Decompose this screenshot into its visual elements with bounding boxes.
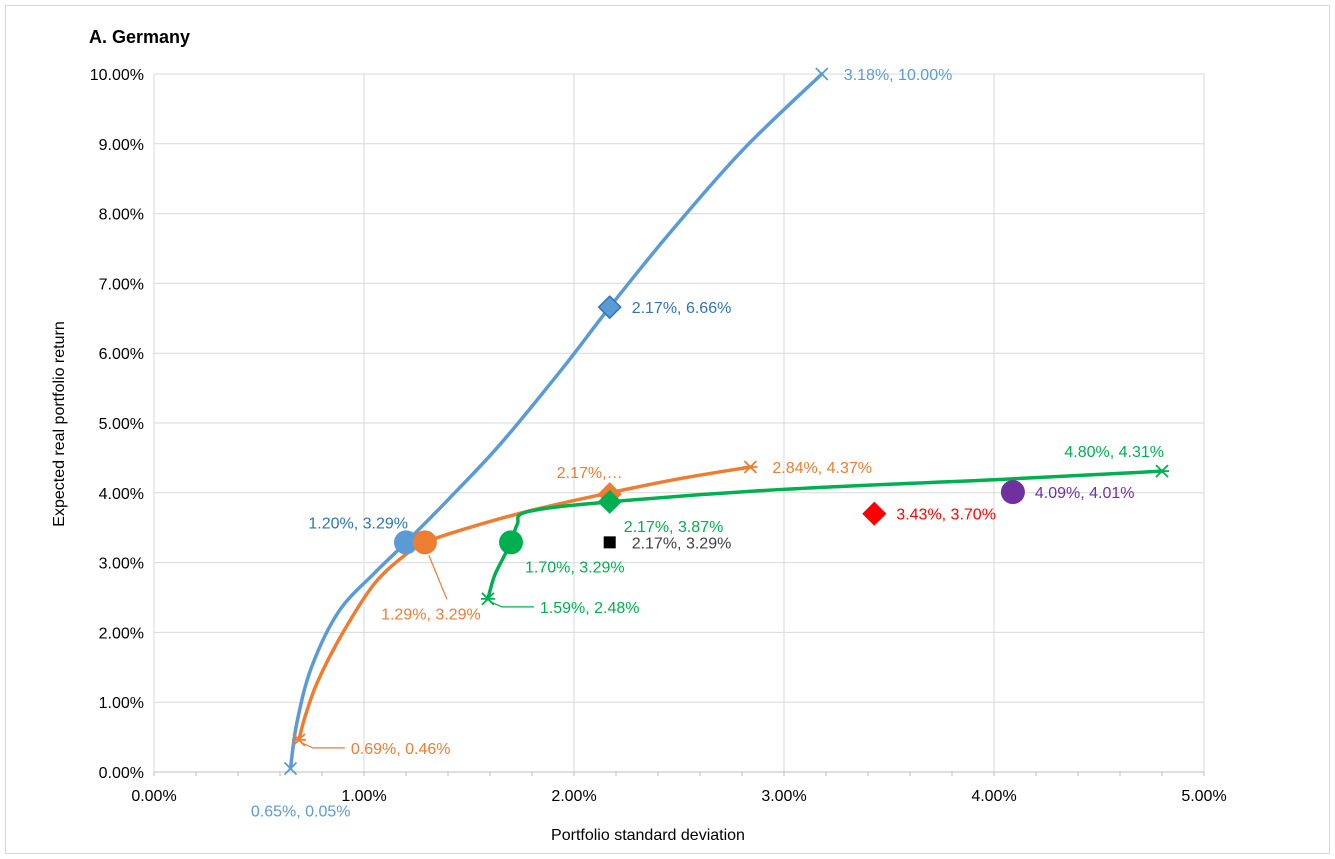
diamond-marker [862,501,887,526]
chart-frame: 0.00% 1.00% 2.00% 3.00% 4.00% 5.00% 0.00% 1.00%… [5,5,1330,854]
chart-title: A. Germany [89,27,190,47]
x-tick-label: 2.00% [551,788,596,805]
data-label: 3.43%, 3.70% [896,507,996,524]
data-label: 1.29%, 3.29% [381,606,481,623]
series-line-3 [486,469,1164,601]
circle-marker [499,530,523,555]
y-tick-label: 3.00% [99,556,144,573]
x-axis-title: Portfolio standard deviation [551,827,745,844]
y-tick-label: 10.00% [90,67,144,84]
label-layer: 3.18%, 10.00% 2.17%, 6.66% 1.20%, 3.29% 0.6… [251,67,1164,821]
data-label: 2.17%, 3.87% [624,519,724,536]
y-tick-label: 0.00% [99,765,144,782]
y-tick-label: 4.00% [99,486,144,503]
data-label: 2.17%, 6.66% [632,300,732,317]
data-label: 0.65%, 0.05% [251,804,351,821]
data-label: 2.17%, 3.29% [632,535,732,552]
x-marker [283,761,298,776]
label-leader-line [490,601,534,608]
circle-marker [394,530,418,555]
y-tick-label: 2.00% [99,625,144,642]
y-tick-label: 6.00% [99,346,144,363]
y-tick-label: 7.00% [99,276,144,293]
marker-layer [283,67,1169,776]
x-tick-label: 4.00% [971,788,1016,805]
circle-marker [1000,480,1025,505]
x-tick-label: 3.00% [761,788,806,805]
x-tick-label: 5.00% [1181,788,1226,805]
y-tick-label: 5.00% [99,416,144,433]
x-tick-label: 0.00% [131,788,176,805]
data-label: 4.09%, 4.01% [1035,485,1135,502]
y-tick-label: 8.00% [99,207,144,224]
y-tick-label: 1.00% [99,695,144,712]
label-leader-line [301,742,345,749]
y-tick-label: 9.00% [99,137,144,154]
x-marker [815,67,829,81]
series-layer [288,72,1164,771]
grid-layer [153,73,1205,773]
data-label: 4.80%, 4.31% [1064,444,1164,461]
star-marker [743,460,758,474]
diamond-marker [597,295,622,320]
data-label: 2.84%, 4.37% [772,460,872,477]
data-label: 1.20%, 3.29% [308,515,408,532]
chart-svg: 0.00% 1.00% 2.00% 3.00% 4.00% 5.00% 0.00% 1.00%… [51,27,1227,844]
data-label: 1.70%, 3.29% [525,559,625,576]
data-label: 1.59%, 2.48% [540,600,640,617]
data-label: 3.18%, 10.00% [844,67,953,84]
x-tick-label: 1.00% [341,788,386,805]
data-label: 0.69%, 0.46% [351,741,451,758]
square-marker [603,536,616,549]
circle-marker [412,530,437,555]
star-marker [1155,464,1169,478]
diamond-marker [597,489,622,514]
label-leader-line [428,555,448,600]
series-line-1 [288,72,824,771]
series-line-2 [297,465,753,742]
axis-layer: 0.00% 1.00% 2.00% 3.00% 4.00% 5.00% 0.00% 1.00%… [90,67,1227,805]
data-label: 2.17%,… [557,465,623,482]
y-axis-title: Expected real portfolio return [51,321,68,526]
